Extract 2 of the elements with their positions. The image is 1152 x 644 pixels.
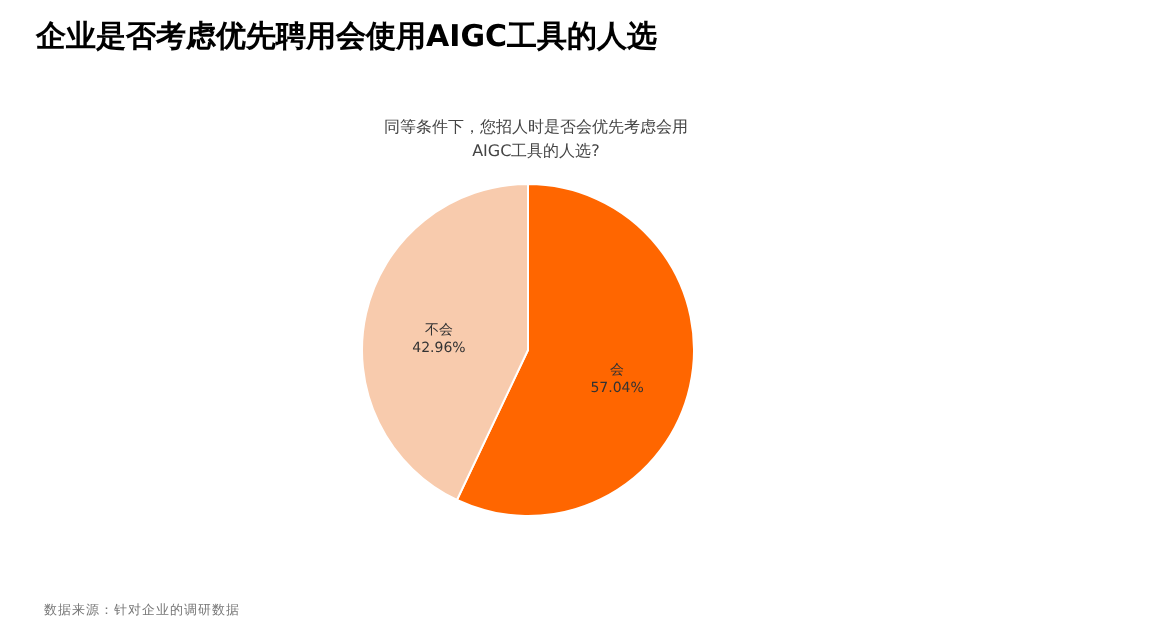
chart-title: 企业是否考虑优先聘用会使用AIGC工具的人选 <box>34 18 658 54</box>
chart-subtitle: 同等条件下，您招人时是否会优先考虑会用 AIGC工具的人选? <box>384 118 688 160</box>
